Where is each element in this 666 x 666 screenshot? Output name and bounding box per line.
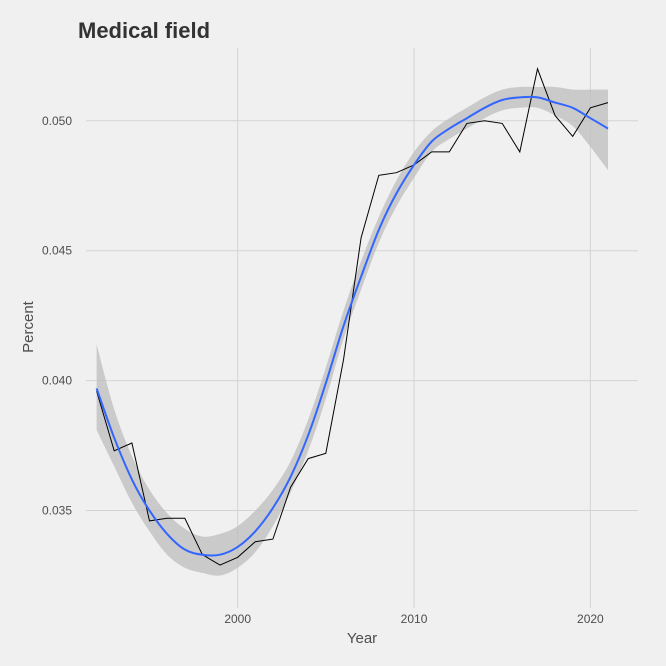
x-axis-title: Year xyxy=(347,630,377,647)
chart-title: Medical field xyxy=(78,18,210,43)
y-tick-labels: 0.035 0.040 0.045 0.050 xyxy=(42,114,72,518)
x-tick-label: 2010 xyxy=(401,612,428,626)
x-tick-label: 2020 xyxy=(577,612,604,626)
y-tick-label: 0.045 xyxy=(42,244,72,258)
grid xyxy=(86,48,638,608)
smooth-trend-line xyxy=(95,95,609,557)
y-axis-title: Percent xyxy=(20,300,37,353)
y-tick-label: 0.050 xyxy=(42,114,72,128)
ribbon-layer xyxy=(96,86,608,576)
y-tick-label: 0.040 xyxy=(42,374,72,388)
confidence-ribbon xyxy=(96,86,608,576)
y-tick-label: 0.035 xyxy=(42,504,72,518)
x-tick-labels: 2000 2010 2020 xyxy=(224,612,604,626)
x-tick-label: 2000 xyxy=(224,612,251,626)
series-layer xyxy=(95,67,609,566)
